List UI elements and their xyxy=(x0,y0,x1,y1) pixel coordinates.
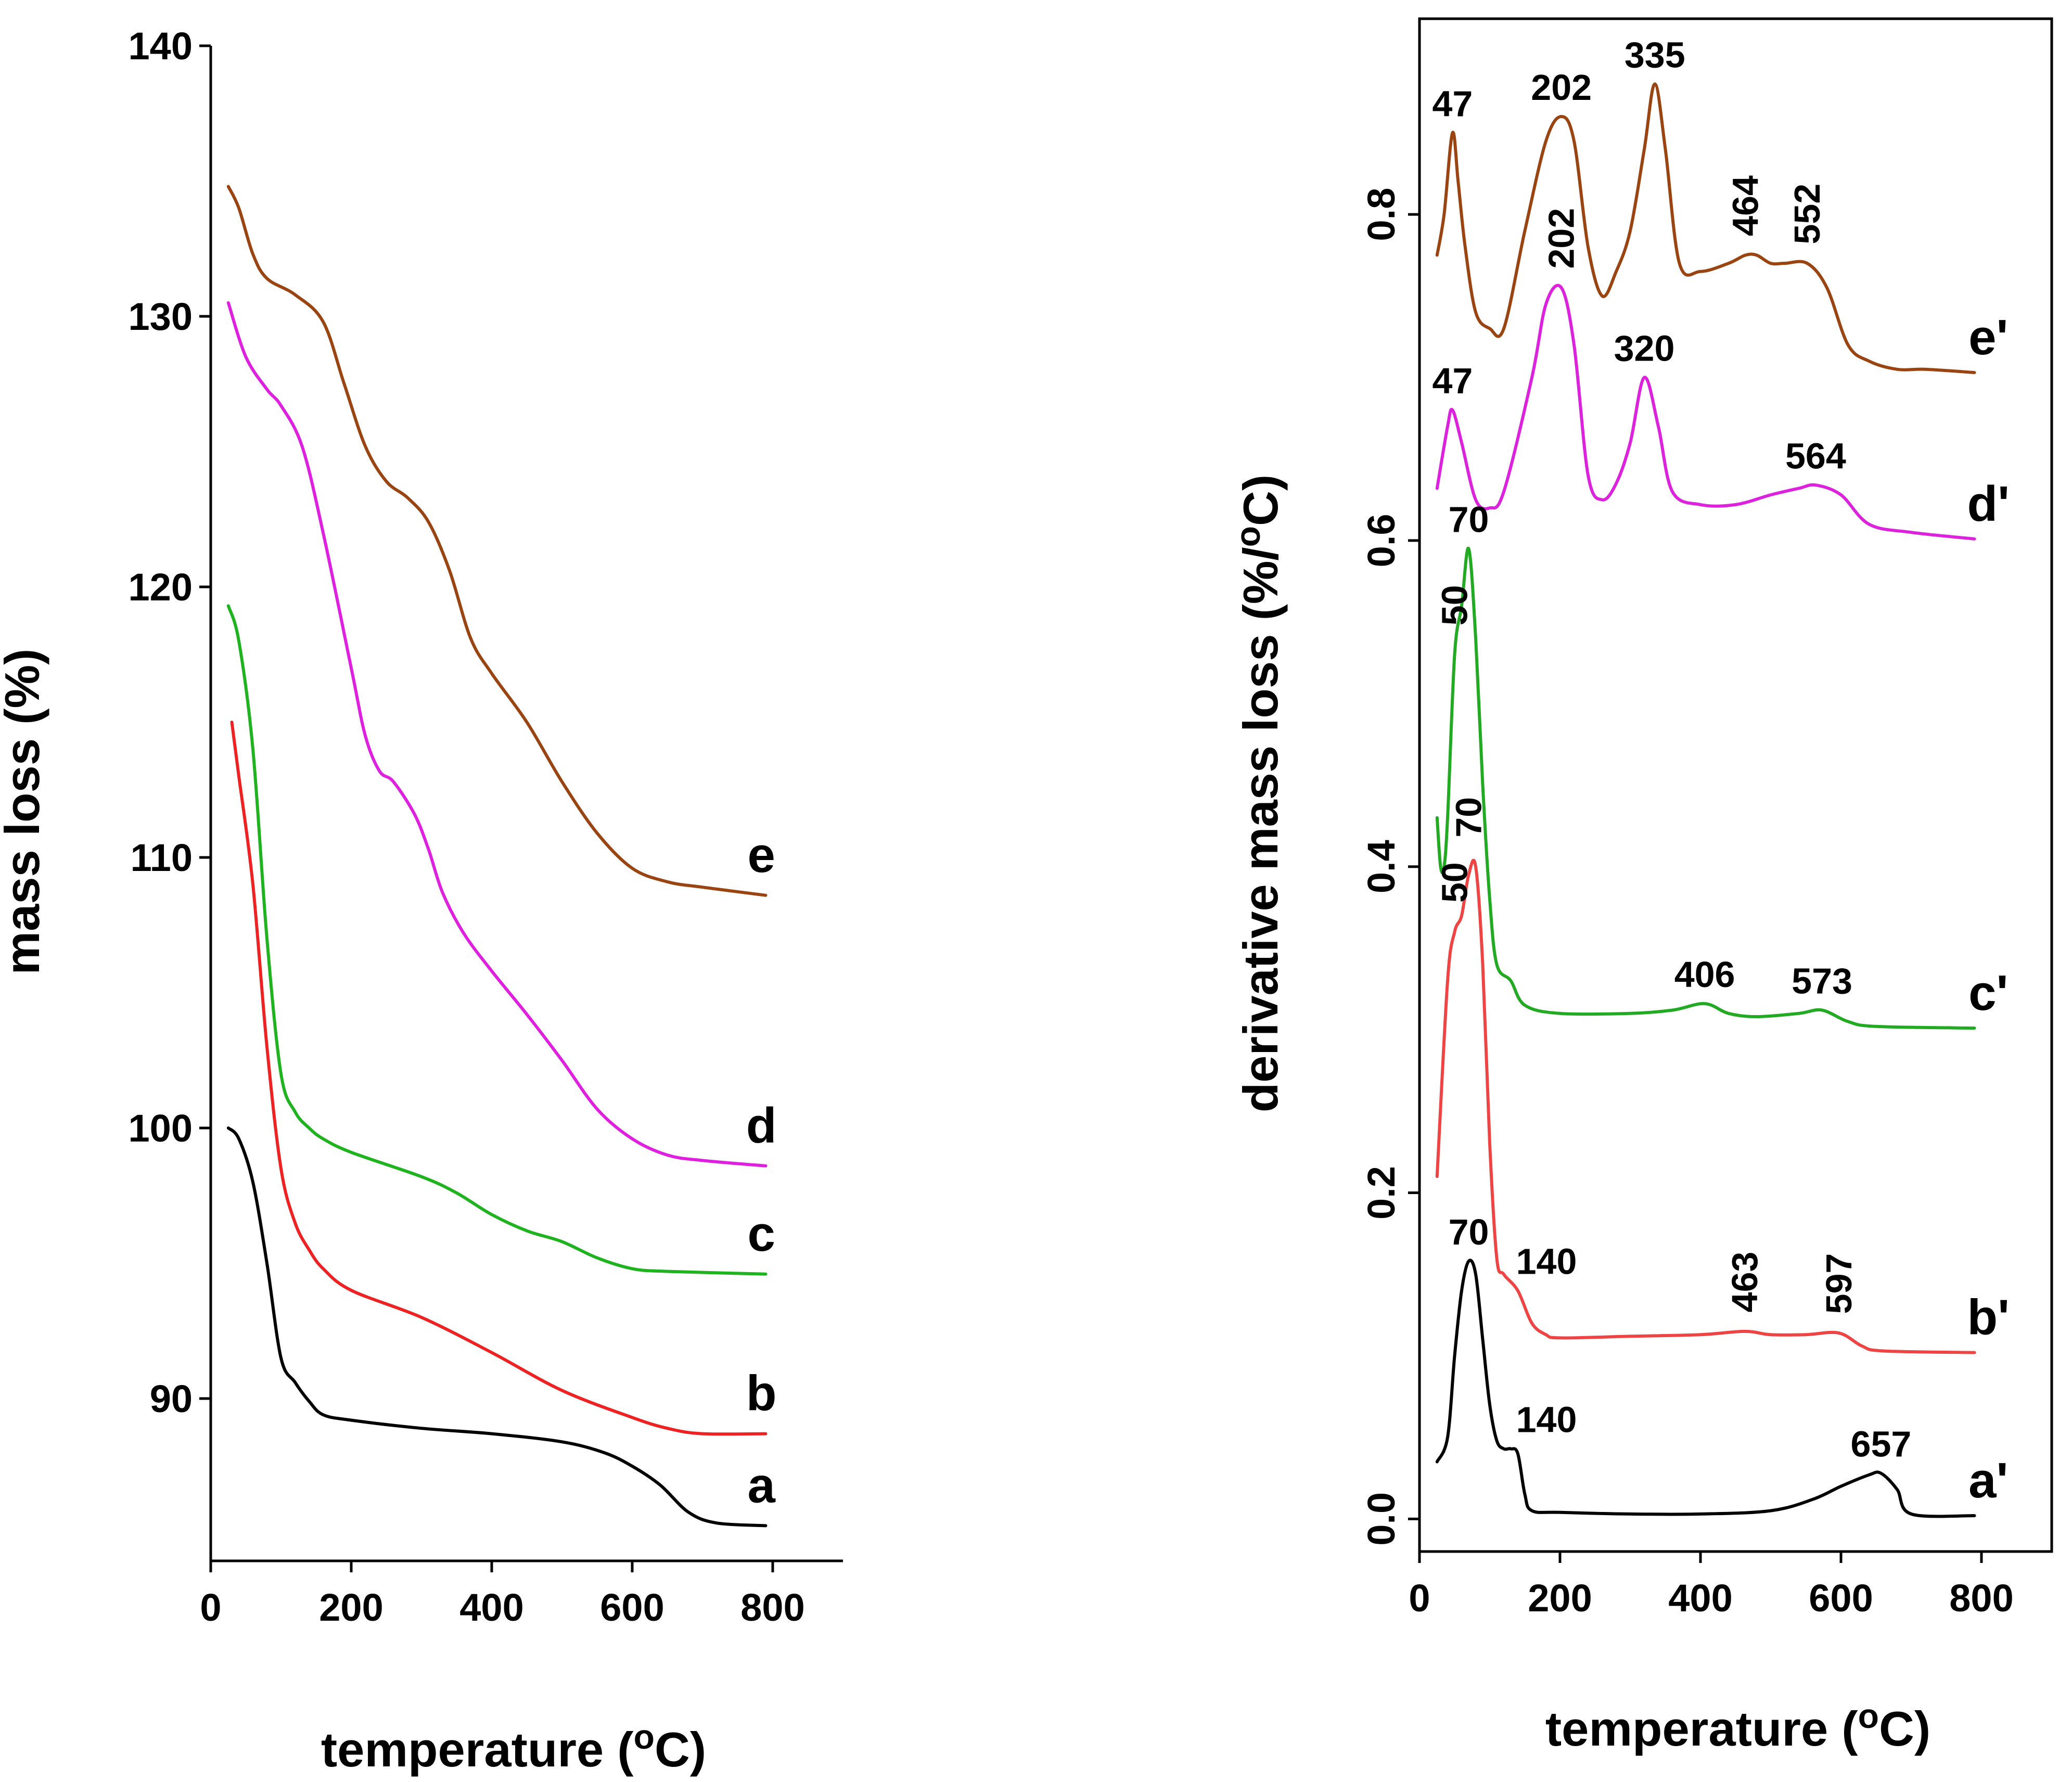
curve-label-d: d xyxy=(746,1098,777,1153)
series-line-a xyxy=(226,1126,768,1528)
peak-label: 597 xyxy=(1819,1253,1859,1314)
series-line-c xyxy=(226,604,768,1276)
peak-label: 140 xyxy=(1516,1400,1577,1440)
left-y-tick-label: 110 xyxy=(131,836,193,879)
right-y-tick-label: 0.8 xyxy=(1360,188,1403,241)
peak-label: 50 xyxy=(1435,862,1475,903)
series-line-d xyxy=(226,301,768,1168)
peak-label: 50 xyxy=(1435,585,1475,625)
left-y-tick-label: 130 xyxy=(129,295,193,338)
series-line-b xyxy=(230,721,768,1436)
curve-label-cp: c' xyxy=(1968,965,2008,1021)
right-y-axis-title: derivative mass loss (%/oC) xyxy=(1229,475,1288,1112)
left-ticks: 90 100 110 120 130 140 0 200 400 600 800 xyxy=(129,24,805,1629)
curve-label-ep: e' xyxy=(1968,310,2008,365)
left-x-tick-label: 800 xyxy=(740,1586,804,1629)
left-x-tick-label: 400 xyxy=(459,1586,523,1629)
peak-label: 564 xyxy=(1785,435,1846,476)
right-x-tick-label: 800 xyxy=(1949,1576,2013,1620)
right-x-tick-label: 400 xyxy=(1668,1576,1732,1620)
tga-panel: 90 100 110 120 130 140 0 200 400 600 800 ab cd e mas… xyxy=(0,24,843,1777)
left-y-tick-label: 140 xyxy=(129,24,193,68)
right-x-tick-label: 0 xyxy=(1409,1576,1430,1620)
right-y-tick-label: 0.2 xyxy=(1360,1166,1403,1220)
peak-label: 140 xyxy=(1516,1241,1577,1282)
peak-label: 406 xyxy=(1674,954,1735,995)
left-curve-labels: ab cd e xyxy=(746,827,777,1514)
curve-label-b: b xyxy=(746,1366,777,1421)
peak-label: 320 xyxy=(1614,328,1675,368)
right-curve-labels: a' b' c' d' e' xyxy=(1967,310,2010,1508)
curve-label-bp: b' xyxy=(1967,1290,2010,1345)
peak-label: 202 xyxy=(1531,67,1592,108)
left-x-tick-label: 0 xyxy=(200,1586,221,1629)
right-y-tick-label: 0.6 xyxy=(1360,514,1403,567)
peak-label: 573 xyxy=(1792,960,1852,1001)
left-x-tick-label: 600 xyxy=(600,1586,664,1629)
right-x-tick-label: 600 xyxy=(1809,1576,1873,1620)
right-x-axis-title: temperature (oC) xyxy=(1545,1697,1930,1756)
left-y-tick-label: 120 xyxy=(129,566,193,609)
right-x-tick-label: 200 xyxy=(1528,1576,1592,1620)
right-y-tick-label: 0.0 xyxy=(1360,1492,1403,1546)
left-y-axis-title: mass loss (%) xyxy=(0,649,49,975)
peak-label: 47 xyxy=(1433,361,1473,401)
peak-label: 70 xyxy=(1449,797,1489,838)
series-line-dp xyxy=(1435,284,1976,541)
left-y-tick-label: 100 xyxy=(129,1107,193,1150)
dtg-panel: 0.00.20.40.60.80 200 400 600 800 a'b'c'd'e' … xyxy=(1229,17,2053,1756)
peak-label: 202 xyxy=(1541,208,1582,269)
series-line-bp xyxy=(1435,858,1976,1354)
peak-label: 70 xyxy=(1449,1212,1489,1252)
peak-label: 335 xyxy=(1625,34,1685,75)
peak-label: 657 xyxy=(1851,1424,1912,1465)
curve-label-c: c xyxy=(748,1206,775,1262)
peak-label: 463 xyxy=(1724,1252,1765,1313)
curve-label-dp: d' xyxy=(1967,476,2010,532)
left-series xyxy=(226,185,768,1528)
curve-label-a: a xyxy=(748,1457,776,1513)
left-x-axis-title: temperature (oC) xyxy=(321,1717,706,1777)
peak-label: 552 xyxy=(1787,184,1827,245)
series-line-ap xyxy=(1435,1259,1976,1518)
peak-label: 70 xyxy=(1449,499,1489,540)
curve-label-ap: a' xyxy=(1968,1453,2008,1508)
left-y-tick-label: 90 xyxy=(150,1377,193,1420)
series-line-ep xyxy=(1435,82,1976,375)
right-y-tick-label: 0.4 xyxy=(1360,840,1403,893)
right-peak-annotations: 47 202 335 464 552 47 202 320 564 50 70 406 573 50 70 1… xyxy=(1433,34,1912,1464)
peak-label: 47 xyxy=(1433,83,1473,124)
right-ticks: 0.0 0.2 0.4 0.6 0.8 0 200 400 600 800 xyxy=(1360,188,2014,1620)
left-x-tick-label: 200 xyxy=(319,1586,383,1629)
series-line-cp xyxy=(1435,546,1976,1030)
right-series xyxy=(1435,82,1976,1518)
series-line-e xyxy=(226,185,768,897)
right-plot-frame xyxy=(1418,17,2053,1553)
curve-label-e: e xyxy=(748,827,775,883)
peak-label: 464 xyxy=(1725,175,1766,236)
